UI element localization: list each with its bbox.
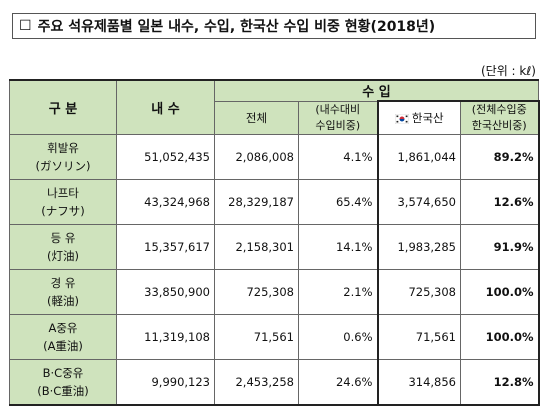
cell-share: 100.0% <box>459 269 540 315</box>
header-total: 전체 <box>214 100 299 135</box>
row-category: 등 유 (灯油) <box>9 224 117 270</box>
cell-domestic: 15,357,617 <box>116 224 215 270</box>
cell-ratio: 4.1% <box>298 134 378 180</box>
header-korea: 한국산 <box>376 100 461 135</box>
page-title: ☐ 주요 석유제품별 일본 내수, 수입, 한국산 수입 비중 현황(2018년… <box>12 13 536 39</box>
import-table: 구 분 내 수 수 입 전체 (내수대비 수입비중) 한국산 <box>9 79 540 406</box>
cell-share: 91.9% <box>459 224 540 270</box>
unit-label: (단위 : kℓ) <box>480 64 536 78</box>
cell-domestic: 51,052,435 <box>116 134 215 180</box>
cell-ratio: 24.6% <box>298 359 378 406</box>
cell-domestic: 11,319,108 <box>116 314 215 360</box>
header-domestic: 내 수 <box>116 79 215 135</box>
cell-ratio: 65.4% <box>298 179 378 225</box>
row-category: 경 유 (軽油) <box>9 269 117 315</box>
header-category: 구 분 <box>9 79 117 135</box>
table-row: 나프타 (ナフサ) 43,324,968 28,329,187 65.4% 3,5… <box>9 179 540 225</box>
header-imports: 수 입 <box>213 79 540 102</box>
title-text: 주요 석유제품별 일본 내수, 수입, 한국산 수입 비중 현황(2018년) <box>37 19 436 35</box>
cell-share: 12.8% <box>459 359 540 406</box>
cell-share: 89.2% <box>459 134 540 180</box>
korea-flag-icon <box>394 113 409 124</box>
cell-domestic: 43,324,968 <box>116 179 215 225</box>
table-row: 등 유 (灯油) 15,357,617 2,158,301 14.1% 1,983… <box>9 224 540 270</box>
cell-korea: 1,861,044 <box>376 134 461 180</box>
cell-domestic: 9,990,123 <box>116 359 215 406</box>
row-category: 나프타 (ナフサ) <box>9 179 117 225</box>
cell-korea: 1,983,285 <box>376 224 461 270</box>
cell-total: 2,086,008 <box>214 134 299 180</box>
cell-korea: 3,574,650 <box>376 179 461 225</box>
cell-total: 725,308 <box>214 269 299 315</box>
table-row: 경 유 (軽油) 33,850,900 725,308 2.1% 725,308 … <box>9 269 540 315</box>
row-category: A중유 (A重油) <box>9 314 117 360</box>
header-share: (전체수입중 한국산비중) <box>459 100 540 135</box>
cell-share: 100.0% <box>459 314 540 360</box>
table-row: 휘발유 (ガソリン) 51,052,435 2,086,008 4.1% 1,86… <box>9 134 540 180</box>
cell-total: 71,561 <box>214 314 299 360</box>
cell-domestic: 33,850,900 <box>116 269 215 315</box>
row-category: 휘발유 (ガソリン) <box>9 134 117 180</box>
cell-korea: 725,308 <box>376 269 461 315</box>
cell-ratio: 14.1% <box>298 224 378 270</box>
cell-share: 12.6% <box>459 179 540 225</box>
row-category: B·C중유 (B·C重油) <box>9 359 117 406</box>
checkbox-square-icon: ☐ <box>19 18 32 34</box>
cell-total: 2,158,301 <box>214 224 299 270</box>
cell-korea: 71,561 <box>376 314 461 360</box>
cell-korea: 314,856 <box>376 359 461 406</box>
cell-total: 2,453,258 <box>214 359 299 406</box>
table-row: A중유 (A重油) 11,319,108 71,561 0.6% 71,561 1… <box>9 314 540 360</box>
header-ratio: (내수대비 수입비중) <box>298 100 378 135</box>
cell-ratio: 2.1% <box>298 269 378 315</box>
table-row: B·C중유 (B·C重油) 9,990,123 2,453,258 24.6% 3… <box>9 359 540 406</box>
cell-ratio: 0.6% <box>298 314 378 360</box>
cell-total: 28,329,187 <box>214 179 299 225</box>
